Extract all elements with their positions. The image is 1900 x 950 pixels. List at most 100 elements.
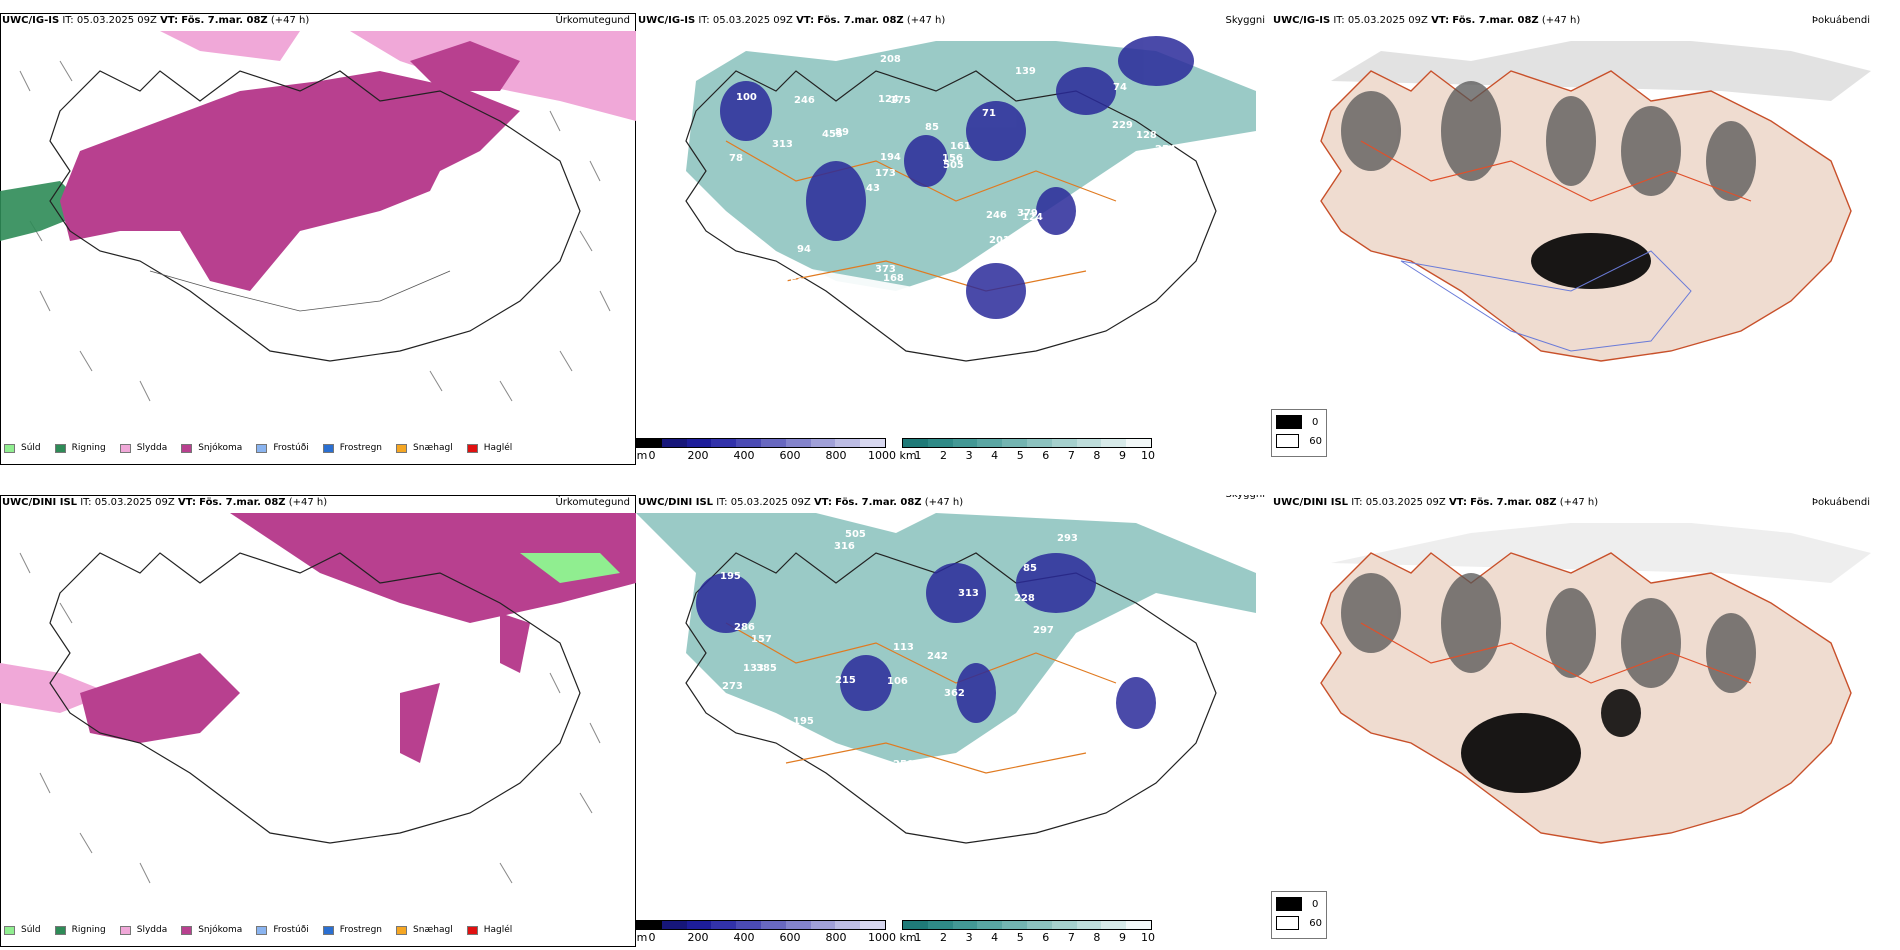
legend-swatch <box>322 443 334 453</box>
cloud-base-label: 156 <box>942 153 963 164</box>
cloud-base-label: 481 <box>928 316 949 327</box>
cloud-base-label: 276 <box>710 288 731 299</box>
colorbar-tick: 0 <box>648 931 656 944</box>
cloud-base-label: 373 <box>875 264 896 275</box>
it-value: 05.03.2025 09Z <box>94 497 175 508</box>
legend-label: Súld <box>21 925 41 935</box>
fog-legend: 0 60 <box>1271 891 1327 939</box>
legend-swatch <box>181 443 193 453</box>
cloud-base-label: 120 <box>1143 642 1164 653</box>
legend-swatch <box>466 443 478 453</box>
cloud-base-label: 113 <box>893 642 914 653</box>
legend-item: Frostúði <box>256 925 309 935</box>
cloud-labels-top: 469 78 74 43 71 135 124 85 97 89 276 150 175 161 124 10… <box>710 54 1176 327</box>
lead-time: (+47 h) <box>1541 15 1581 26</box>
colorbar-tick: 6 <box>1042 449 1050 462</box>
legend-label: Frostregn <box>339 443 383 453</box>
colorbar-cell <box>711 921 737 929</box>
vt-label: VT: <box>177 497 196 508</box>
cloud-base-label: 139 <box>1015 66 1036 77</box>
legend-swatch <box>4 443 15 453</box>
colorbar-cell <box>977 439 1003 447</box>
cloud-base-label: 94 <box>797 244 811 255</box>
legend-label: Frostúði <box>273 925 309 935</box>
colorbar-cell <box>785 921 811 929</box>
panel-header: UWC/IG-IS IT: 05.03.2025 09Z VT: Fös. 7.… <box>638 15 945 26</box>
cloud-base-label: 246 <box>986 210 1007 221</box>
cloudbase-cells <box>636 438 886 448</box>
colorbar-cell <box>903 921 928 929</box>
legend-label: Rigning <box>71 925 106 935</box>
cloudbase-colorbar: m 0 200 400 600 800 1000 <box>636 438 896 462</box>
colorbar-tick: 600 <box>779 931 801 944</box>
legend-swatch <box>119 925 131 935</box>
cloud-base-label: 267 <box>1099 270 1120 281</box>
lead-time: (+47 h) <box>924 497 964 508</box>
cloud-panel-top: UWC/IG-IS IT: 05.03.2025 09Z VT: Fös. 7.… <box>636 13 1271 465</box>
fog-legend-label: 0 <box>1312 898 1319 910</box>
model-name: UWC/DINI ISL <box>2 497 78 508</box>
cloud-base-label: 85 <box>1023 563 1037 574</box>
model-name: UWC/DINI ISL <box>638 497 714 508</box>
fog-legend-item: 60 <box>1276 434 1322 448</box>
it-value: 05.03.2025 09Z <box>1347 15 1428 26</box>
legend-swatch <box>4 925 15 935</box>
legend-label: Snæhagl <box>413 443 453 453</box>
colorbar-cell <box>1126 921 1151 929</box>
cloud-base-label: 110 <box>1081 758 1102 769</box>
precip-legend: Súld Rigning Slydda Snjókoma Frostúði Fr… <box>4 925 526 935</box>
legend-item: Súld <box>4 925 41 935</box>
cloud-base-label: 484 <box>961 802 982 813</box>
vt-value: Fös. 7.mar. 08Z <box>835 497 922 508</box>
vt-value: Fös. 7.mar. 08Z <box>817 15 904 26</box>
it-value: 05.03.2025 09Z <box>76 15 157 26</box>
visibility-ticks: km 1 2 3 4 5 6 7 8 9 10 <box>899 930 1155 944</box>
legend-label: Frostregn <box>339 925 383 935</box>
vt-value: Fös. 7.mar. 08Z <box>199 497 286 508</box>
cloud-base-label: 124 <box>1022 212 1043 223</box>
vt-label: VT: <box>160 15 179 26</box>
legend-label: Slydda <box>136 925 168 935</box>
lead-time: (+47 h) <box>906 15 946 26</box>
fog-swatch <box>1276 897 1302 911</box>
colorbar-tick: 1 <box>914 931 922 944</box>
cloud-base-label: 228 <box>1014 593 1035 604</box>
colorbar-cell <box>686 439 712 447</box>
legend-label: Rigning <box>71 443 106 453</box>
legend-item: Frostregn <box>322 443 383 453</box>
cloud-base-label: 246 <box>794 95 815 106</box>
cloud-base-label: 128 <box>1136 130 1157 141</box>
cloud-base-label: 184 <box>1149 639 1170 650</box>
cloud-base-label: 168 <box>883 273 904 284</box>
colorbar-cell <box>1051 439 1077 447</box>
cloud-base-label: 385 <box>756 663 777 674</box>
legend-swatch <box>54 925 66 935</box>
legend-swatch <box>54 443 66 453</box>
cloud-base-label: 133 <box>743 663 764 674</box>
vt-label: VT: <box>796 15 815 26</box>
cloud-base-label: 100 <box>736 92 757 103</box>
colorbar-tick: 800 <box>825 449 847 462</box>
colorbar-tick: 4 <box>991 449 999 462</box>
colorbar-cell <box>637 439 662 447</box>
cloud-panel-bottom: UWC/DINI ISL IT: 05.03.2025 09Z VT: Fös.… <box>636 495 1271 947</box>
legend-swatch <box>396 925 408 935</box>
vt-label: VT: <box>1448 497 1467 508</box>
colorbar-cell <box>927 921 953 929</box>
cloud-base-label: 176 <box>704 729 725 740</box>
legend-item: Haglél <box>466 443 512 453</box>
cloud-base-label: 89 <box>835 127 849 138</box>
colorbar-unit: km <box>899 449 917 462</box>
vt-value: Fös. 7.mar. 08Z <box>181 15 268 26</box>
it-value: 05.03.2025 09Z <box>712 15 793 26</box>
legend-label: Haglél <box>483 925 513 935</box>
cloud-base-label: 448 <box>950 803 971 814</box>
colorbar-tick: 9 <box>1118 931 1126 944</box>
visibility-cells <box>902 920 1152 930</box>
lead-time: (+47 h) <box>288 497 328 508</box>
cloud-base-label: 195 <box>793 716 814 727</box>
colorbar-tick: 0 <box>648 449 656 462</box>
colorbar-tick: 4 <box>991 931 999 944</box>
legend-swatch <box>466 925 478 935</box>
vt-label: VT: <box>1431 15 1450 26</box>
